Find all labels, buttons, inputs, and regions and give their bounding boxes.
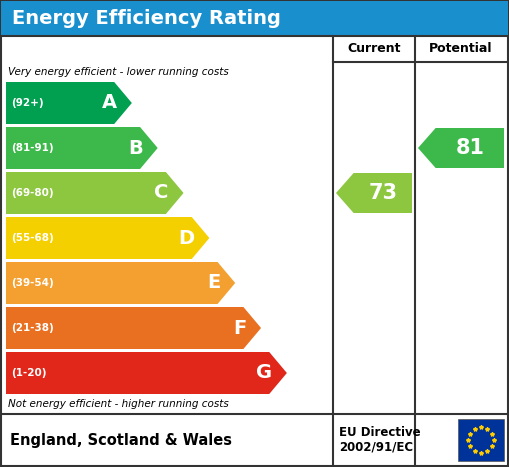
Polygon shape	[6, 307, 261, 349]
Text: Energy Efficiency Rating: Energy Efficiency Rating	[12, 8, 281, 28]
Text: (69-80): (69-80)	[11, 188, 53, 198]
Text: C: C	[154, 184, 168, 203]
Polygon shape	[6, 82, 132, 124]
Text: B: B	[128, 139, 143, 157]
Text: (1-20): (1-20)	[11, 368, 46, 378]
Text: E: E	[207, 274, 220, 292]
Text: A: A	[102, 93, 117, 113]
Polygon shape	[336, 173, 412, 213]
Text: Potential: Potential	[429, 42, 493, 56]
Polygon shape	[6, 217, 209, 259]
Text: 81: 81	[456, 138, 485, 158]
Text: England, Scotland & Wales: England, Scotland & Wales	[10, 432, 232, 447]
Text: Not energy efficient - higher running costs: Not energy efficient - higher running co…	[8, 399, 229, 409]
Text: F: F	[233, 318, 246, 338]
Text: (92+): (92+)	[11, 98, 44, 108]
Text: (81-91): (81-91)	[11, 143, 53, 153]
Text: 2002/91/EC: 2002/91/EC	[339, 440, 413, 453]
Text: (21-38): (21-38)	[11, 323, 54, 333]
Polygon shape	[6, 262, 235, 304]
Polygon shape	[418, 128, 504, 168]
Text: EU Directive: EU Directive	[339, 426, 420, 439]
Text: (55-68): (55-68)	[11, 233, 54, 243]
Text: G: G	[256, 363, 272, 382]
Polygon shape	[6, 352, 287, 394]
Text: Very energy efficient - lower running costs: Very energy efficient - lower running co…	[8, 67, 229, 77]
Text: 73: 73	[369, 183, 398, 203]
Polygon shape	[6, 127, 158, 169]
Text: (39-54): (39-54)	[11, 278, 54, 288]
Bar	[458, 419, 504, 461]
Text: D: D	[178, 228, 194, 248]
Text: Current: Current	[347, 42, 401, 56]
Polygon shape	[6, 172, 184, 214]
Bar	[1, 1, 508, 36]
